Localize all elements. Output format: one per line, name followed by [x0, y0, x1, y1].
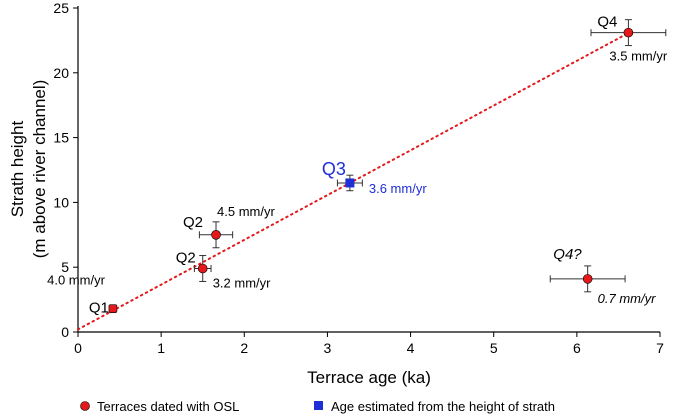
trend-line	[77, 32, 628, 331]
data-point-marker	[211, 230, 221, 240]
x-tick-label: 4	[407, 340, 415, 356]
x-tick-label: 6	[573, 340, 581, 356]
data-point-marker	[197, 263, 208, 274]
legend-strath-marker	[314, 401, 323, 410]
data-points: Q1 4.0 mm/yr Q2 3.2 mm/yr Q2 4.5 mm/yr Q4 3.5 m…	[47, 14, 668, 317]
axes	[77, 6, 660, 333]
y-tick-label: 0	[61, 324, 69, 340]
y-tick-label: 25	[53, 0, 69, 16]
data-point-group: Q4 3.5 mm/yr	[590, 14, 668, 64]
data-point-marker	[623, 27, 634, 38]
data-point-group: Q3 3.6 mm/yr	[322, 159, 427, 196]
rate-label: 3.6 mm/yr	[369, 181, 427, 196]
rate-label: 3.5 mm/yr	[609, 49, 667, 64]
point-label: Q3	[322, 159, 346, 179]
point-label: Q2	[176, 249, 196, 266]
data-point-group: Q4? 0.7 mm/yr	[549, 246, 656, 306]
x-axis-label: Terrace age (ka)	[307, 368, 431, 387]
legend-osl-marker	[80, 401, 90, 411]
y-tick-label: 5	[61, 259, 69, 275]
data-point-group: Q2 4.5 mm/yr	[183, 204, 275, 249]
legend-strath-label: Age estimated from the height of strath	[331, 399, 555, 414]
data-point-marker	[345, 178, 355, 188]
data-point-marker	[108, 304, 118, 313]
point-label: Q4?	[553, 246, 582, 263]
y-axis-label-line1: Strath height	[8, 121, 27, 218]
x-tick-label: 5	[490, 340, 498, 356]
rate-label: 3.2 mm/yr	[213, 275, 271, 290]
x-tick-label: 3	[324, 340, 332, 356]
x-tick-label: 7	[656, 340, 664, 356]
point-label: Q2	[183, 214, 203, 231]
x-tick-label: 1	[157, 340, 165, 356]
y-tick-label: 10	[53, 194, 69, 210]
y-axis-label-line2: (m above river channel)	[30, 80, 49, 259]
x-tick-label: 0	[74, 340, 82, 356]
legend-osl-label: Terraces dated with OSL	[97, 399, 239, 414]
rate-label: 4.0 mm/yr	[47, 273, 105, 288]
data-point-group: Q1 4.0 mm/yr	[47, 273, 118, 317]
trend-line-group	[77, 32, 628, 331]
data-point-marker	[582, 274, 593, 284]
data-point-group: Q2 3.2 mm/yr	[176, 249, 271, 290]
point-label: Q4	[597, 14, 617, 31]
point-label: Q1	[89, 300, 109, 317]
y-tick-label: 20	[53, 65, 69, 81]
rate-label: 0.7 mm/yr	[598, 291, 656, 306]
ticks: 0 1 2 3 4 5 6 7 0 5 10 15 20 25	[53, 0, 664, 356]
legend: Terraces dated with OSL Age estimated fr…	[80, 399, 555, 414]
y-tick-label: 15	[53, 130, 69, 146]
x-tick-label: 2	[240, 340, 248, 356]
rate-label: 4.5 mm/yr	[217, 204, 275, 219]
